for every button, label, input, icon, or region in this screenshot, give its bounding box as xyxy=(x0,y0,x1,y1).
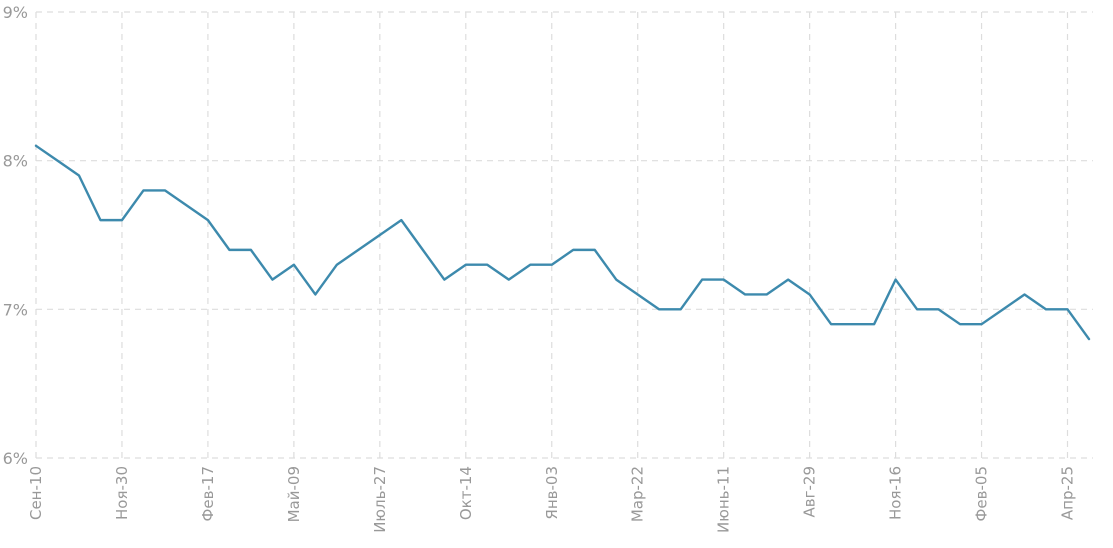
series-line xyxy=(34,144,1091,341)
y-tick-label: 6% xyxy=(3,449,28,468)
data-point xyxy=(508,278,510,280)
data-point xyxy=(422,249,424,251)
data-point xyxy=(465,264,467,266)
data-point xyxy=(916,308,918,310)
data-point xyxy=(551,264,553,266)
x-tick-label: Май-09 xyxy=(285,466,303,522)
data-point xyxy=(744,293,746,295)
y-tick-label: 7% xyxy=(3,300,28,319)
data-point xyxy=(486,264,488,266)
data-point xyxy=(937,308,939,310)
data-point xyxy=(679,308,681,310)
data-point xyxy=(314,293,316,295)
data-point xyxy=(615,278,617,280)
grid xyxy=(35,11,1093,459)
data-point xyxy=(400,219,402,221)
data-point xyxy=(250,249,252,251)
data-point xyxy=(959,323,961,325)
data-point xyxy=(1002,308,1004,310)
data-point xyxy=(572,249,574,251)
x-tick-label: Фев-05 xyxy=(973,466,991,521)
y-tick-label: 9% xyxy=(3,3,28,22)
x-tick-label: Фев-17 xyxy=(199,466,217,521)
data-point xyxy=(164,189,166,191)
data-point xyxy=(830,323,832,325)
data-point xyxy=(594,249,596,251)
y-tick-label: 8% xyxy=(3,152,28,171)
data-point xyxy=(1045,308,1047,310)
data-point xyxy=(271,278,273,280)
data-point xyxy=(765,293,767,295)
data-point xyxy=(207,219,209,221)
data-point xyxy=(894,278,896,280)
data-point xyxy=(121,219,123,221)
data-point xyxy=(35,145,37,147)
data-point xyxy=(336,264,338,266)
y-axis-labels: 6% 7% 8% 9% xyxy=(3,3,28,468)
x-tick-label: Янв-03 xyxy=(543,466,561,520)
data-point xyxy=(56,159,58,161)
data-point xyxy=(787,278,789,280)
data-point xyxy=(529,264,531,266)
data-point xyxy=(873,323,875,325)
series-layer xyxy=(34,144,1091,341)
data-point xyxy=(379,234,381,236)
data-point xyxy=(1088,338,1090,340)
x-tick-label: Сен-10 xyxy=(27,466,45,520)
data-point xyxy=(142,189,144,191)
data-point xyxy=(1066,308,1068,310)
data-point xyxy=(78,174,80,176)
x-tick-label: Мар-22 xyxy=(629,466,647,522)
x-tick-label: Ноя-30 xyxy=(113,466,131,520)
data-point xyxy=(1023,293,1025,295)
data-point xyxy=(722,278,724,280)
x-tick-label: Ноя-16 xyxy=(887,466,905,520)
data-point xyxy=(357,249,359,251)
data-point xyxy=(443,278,445,280)
data-point xyxy=(701,278,703,280)
x-tick-label: Июнь-11 xyxy=(715,466,733,533)
data-point xyxy=(637,293,639,295)
data-point xyxy=(658,308,660,310)
data-point xyxy=(228,249,230,251)
x-tick-label: Авг-29 xyxy=(801,466,819,517)
x-tick-label: Апр-25 xyxy=(1059,466,1077,520)
data-point xyxy=(99,219,101,221)
x-tick-label: Июль-27 xyxy=(371,466,389,533)
data-point xyxy=(293,264,295,266)
x-tick-label: Окт-14 xyxy=(457,466,475,520)
data-point xyxy=(185,204,187,206)
data-point xyxy=(851,323,853,325)
data-point xyxy=(808,293,810,295)
data-point xyxy=(980,323,982,325)
x-axis-labels: Сен-10 Ноя-30 Фев-17 Май-09 Июль-27 Окт-14 Янв… xyxy=(27,466,1077,533)
